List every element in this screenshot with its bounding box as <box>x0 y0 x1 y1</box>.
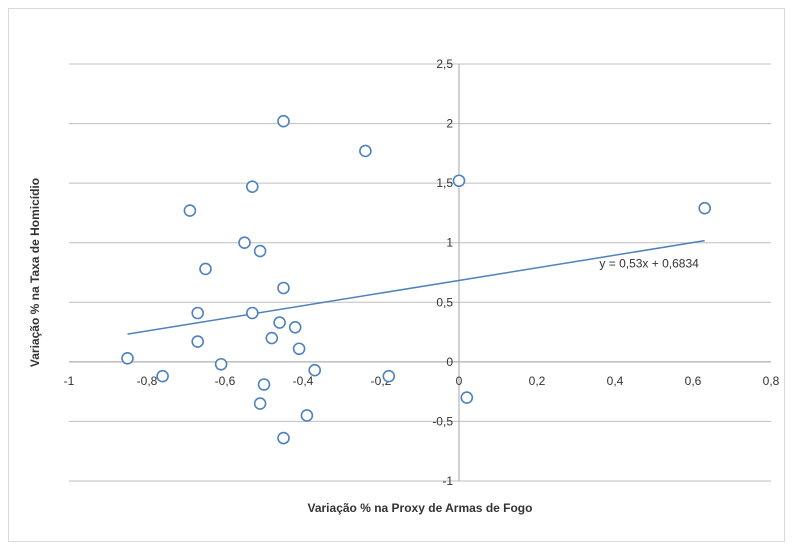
data-point <box>246 306 259 320</box>
data-point <box>265 331 279 345</box>
data-point <box>277 281 290 295</box>
y-tick-label: 2 <box>446 117 453 131</box>
gridlines <box>69 63 771 482</box>
data-point <box>460 391 474 404</box>
trendline-group <box>127 239 705 335</box>
y-tick-label: -1 <box>442 474 453 488</box>
tick-labels: -1 -0,8 -0,6 -0,4 -0,2 0 0,2 0,4 0,6 0,8-1-0,500,… <box>64 57 780 488</box>
data-point <box>253 244 267 258</box>
data-point <box>288 321 302 334</box>
data-point <box>253 397 267 410</box>
y-tick-label: 2,5 <box>436 57 453 71</box>
x-tick-label: -0,8 <box>137 374 158 388</box>
data-points <box>121 114 712 445</box>
axes <box>69 64 771 481</box>
x-tick-label: 0,2 <box>529 374 546 388</box>
data-point <box>698 201 712 215</box>
data-point <box>292 342 306 356</box>
x-tick-label: 0,8 <box>763 374 780 388</box>
x-tick-label: -0,4 <box>293 374 314 388</box>
data-point <box>300 409 314 422</box>
data-point <box>359 144 372 158</box>
data-point <box>238 236 251 250</box>
data-point <box>191 306 204 320</box>
data-point <box>191 335 204 348</box>
data-point <box>156 369 169 383</box>
trendline-equation: y = 0,53x + 0,6834 <box>599 257 699 271</box>
data-point <box>121 351 134 365</box>
data-point <box>277 431 290 445</box>
data-point <box>214 357 228 371</box>
y-tick-label: 1 <box>446 236 453 250</box>
y-tick-label: 1,5 <box>436 176 453 190</box>
data-point <box>277 114 290 128</box>
data-point <box>199 262 212 276</box>
x-tick-label: -1 <box>64 374 75 388</box>
x-tick-label: -0,6 <box>215 374 236 388</box>
y-tick-label: 0 <box>446 355 453 369</box>
x-tick-label: 0,4 <box>607 374 624 388</box>
scatter-chart: -1 -0,8 -0,6 -0,4 -0,2 0 0,2 0,4 0,6 0,8-1-0,500,… <box>28 57 780 515</box>
x-axis-title: Variação % na Proxy de Armas de Fogo <box>308 501 533 515</box>
data-point <box>183 204 197 217</box>
chart-frame: -1 -0,8 -0,6 -0,4 -0,2 0 0,2 0,4 0,6 0,8 -1 -0,5 0 0,… <box>8 8 785 542</box>
data-point <box>257 378 271 391</box>
data-point <box>246 180 259 194</box>
y-tick-label: 0,5 <box>436 295 453 309</box>
x-tick-label: 0,6 <box>685 374 702 388</box>
data-point <box>308 363 322 377</box>
data-point <box>452 174 466 188</box>
x-tick-label: 0 <box>456 374 463 388</box>
trendline <box>127 239 705 335</box>
y-tick-label: -0,5 <box>432 414 453 428</box>
y-axis-title: Variação % na Taxa de Homicídio <box>28 178 42 367</box>
data-point <box>273 316 286 329</box>
data-point <box>382 369 396 383</box>
